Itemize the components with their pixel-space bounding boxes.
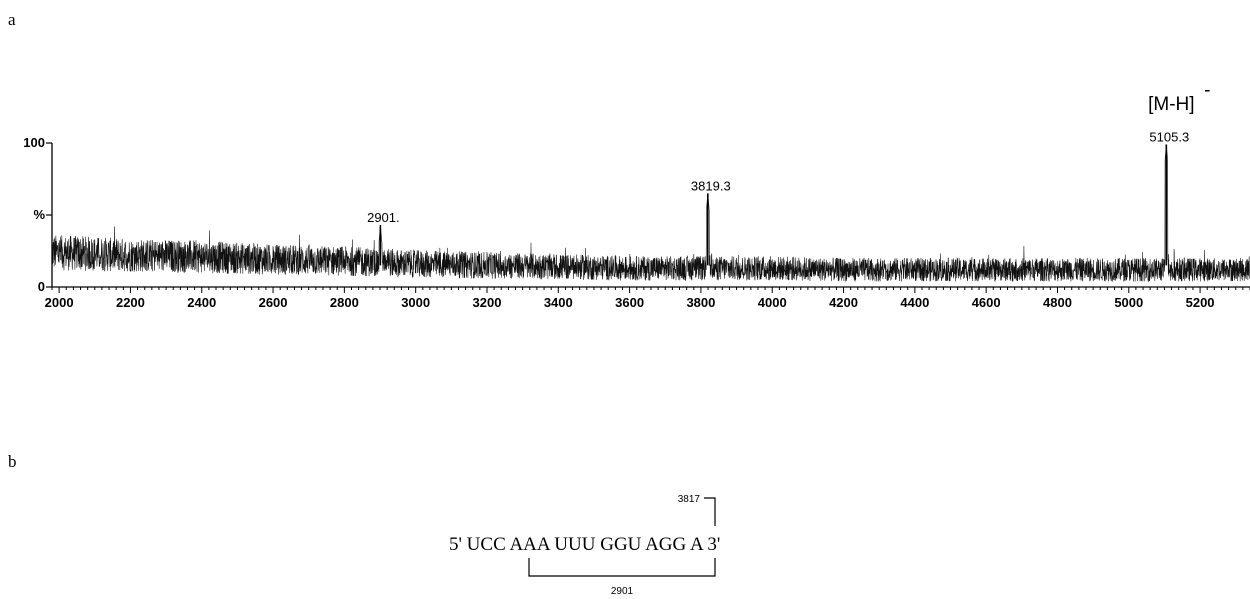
panel-label-b: b	[8, 452, 17, 471]
x-tick-label: 4000	[758, 295, 787, 310]
mass-spectrum-chart: 2000 2200 2400 2600 2800 3000 3200 3400 3600 3800…	[23, 80, 1250, 310]
chart-labels: 2000 2200 2400 2600 2800 3000 3200 3400 3600 3800…	[23, 80, 1214, 310]
fragment-label-2901: 2901	[611, 586, 634, 597]
x-tick-label: 4600	[972, 295, 1001, 310]
x-tick-label: 2200	[116, 295, 145, 310]
fragment-bracket-3817	[704, 497, 716, 526]
spectrum-line	[51, 144, 1250, 283]
x-tick-label: 2400	[187, 295, 216, 310]
ion-charge: -	[1204, 80, 1210, 101]
x-tick-label: 3000	[401, 295, 430, 310]
x-tick-label: 5000	[1114, 295, 1143, 310]
peak-label: 2901.	[367, 210, 400, 225]
spectrum-trace	[51, 144, 1250, 283]
x-tick-label: 4200	[829, 295, 858, 310]
chart-axes	[46, 142, 1250, 293]
peak-label: 3819.3	[691, 178, 731, 193]
x-tick-label: 5200	[1186, 295, 1215, 310]
x-tick-label: 3400	[544, 295, 573, 310]
x-tick-label: 4400	[900, 295, 929, 310]
x-tick-label: 3600	[615, 295, 644, 310]
fragmentation-scheme: 5' UCC AAA UUU GGU AGG A 3' 3817 2901	[449, 494, 720, 597]
x-tick-label: 3200	[473, 295, 502, 310]
fragment-bracket-2901	[528, 558, 716, 577]
y-tick-label: 0	[38, 279, 45, 294]
x-tick-label: 3800	[686, 295, 715, 310]
x-tick-label: 4800	[1043, 295, 1072, 310]
ion-annotation: [M-H]	[1148, 94, 1194, 115]
panel-label-a: a	[8, 10, 16, 29]
peak-label: 5105.3	[1149, 129, 1189, 144]
y-axis-percent-label: %	[33, 207, 45, 222]
x-tick-label: 2600	[259, 295, 288, 310]
fragment-label-3817: 3817	[678, 494, 701, 505]
x-tick-label: 2800	[330, 295, 359, 310]
rna-sequence: 5' UCC AAA UUU GGU AGG A 3'	[449, 534, 720, 555]
x-tick-label: 2000	[45, 295, 74, 310]
y-tick-label: 100	[23, 135, 45, 150]
